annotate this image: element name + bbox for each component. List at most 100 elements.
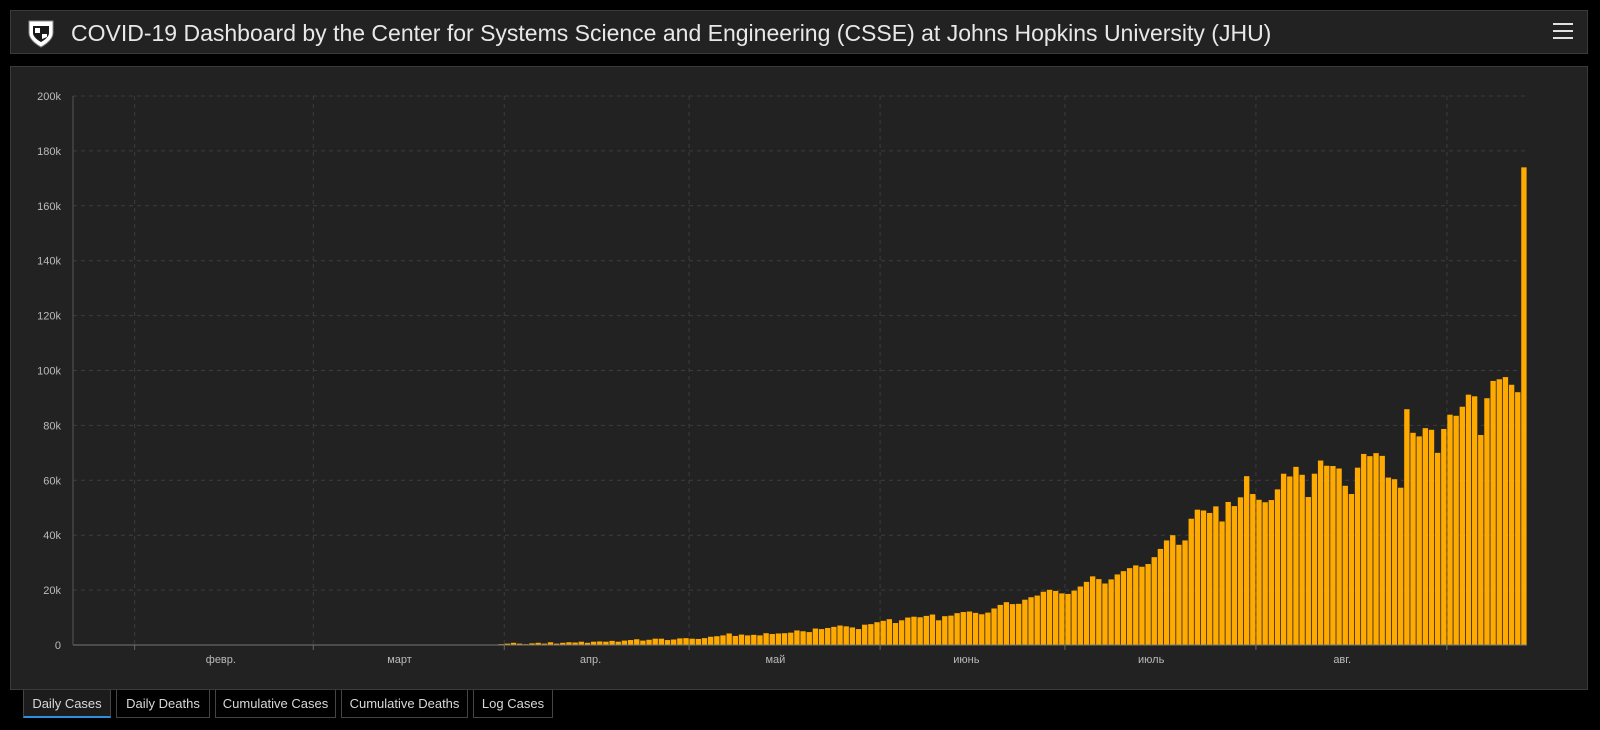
data-bar <box>942 616 948 645</box>
data-bar <box>1274 489 1281 645</box>
data-bar <box>1046 589 1053 645</box>
data-bar <box>1293 466 1299 645</box>
data-bar <box>1324 465 1330 645</box>
data-bar <box>979 614 985 645</box>
data-bar <box>769 634 775 645</box>
hamburger-menu-icon[interactable] <box>1553 23 1573 41</box>
data-bar <box>1305 497 1311 645</box>
data-bar <box>1157 548 1164 645</box>
tab-cumulative-deaths[interactable]: Cumulative Deaths <box>341 690 468 718</box>
tab-log-cases[interactable]: Log Cases <box>473 690 553 718</box>
data-bar <box>1416 436 1422 645</box>
data-bar <box>905 617 911 645</box>
data-bar <box>1133 565 1139 645</box>
data-bar <box>1213 506 1219 645</box>
data-bar <box>609 640 615 645</box>
data-bar <box>775 633 782 645</box>
x-tick-label: июль <box>1138 654 1165 666</box>
data-bar <box>917 617 923 645</box>
data-bar <box>812 628 819 645</box>
data-bar <box>627 640 634 645</box>
data-bar <box>1059 593 1065 645</box>
data-bar <box>1034 595 1040 645</box>
data-bar <box>1268 500 1274 645</box>
data-bar <box>578 641 584 645</box>
data-bar <box>1114 574 1120 645</box>
data-bar <box>726 633 732 645</box>
data-bar <box>504 643 511 645</box>
y-tick-label: 40k <box>43 530 61 542</box>
data-bar <box>1151 557 1157 645</box>
y-tick-label: 120k <box>37 311 61 323</box>
x-tick-label: апр. <box>580 654 601 666</box>
data-bar <box>1163 540 1170 645</box>
data-bar <box>898 620 905 645</box>
data-bar <box>1077 586 1084 645</box>
data-bar <box>997 604 1003 645</box>
data-bar <box>1219 521 1225 645</box>
data-bar <box>1471 396 1478 645</box>
data-bar <box>1459 406 1465 645</box>
data-bar <box>1373 453 1379 645</box>
data-bar <box>1145 564 1151 645</box>
app-header: COVID-19 Dashboard by the Center for Sys… <box>10 10 1588 54</box>
data-bar <box>695 638 702 645</box>
data-bar <box>985 612 991 645</box>
data-bar <box>1256 499 1262 645</box>
data-bar <box>1102 583 1108 645</box>
data-bar <box>1262 502 1268 645</box>
data-bar <box>1391 479 1398 645</box>
data-bar <box>1108 579 1114 645</box>
data-bar <box>1194 509 1201 645</box>
data-bar <box>677 638 683 645</box>
data-bar <box>1508 384 1515 645</box>
data-bar <box>1176 544 1182 645</box>
data-bar <box>689 638 695 645</box>
data-bar <box>720 635 726 645</box>
x-tick-label: авг. <box>1333 654 1351 666</box>
data-bar <box>529 643 535 645</box>
data-bar <box>1317 460 1324 645</box>
data-bar <box>923 615 929 645</box>
y-tick-label: 140k <box>37 256 61 268</box>
data-bar <box>1231 506 1238 645</box>
data-bar <box>547 642 554 645</box>
data-bar <box>1022 599 1028 645</box>
data-bar <box>781 633 788 645</box>
data-bar <box>1434 452 1441 645</box>
data-bar <box>794 630 800 645</box>
data-bar <box>560 642 566 645</box>
data-bar <box>966 611 973 645</box>
data-bar <box>738 634 745 645</box>
data-bar <box>960 612 966 645</box>
data-bar <box>664 640 671 645</box>
data-bar <box>1428 429 1435 645</box>
data-bar <box>1089 576 1096 645</box>
data-bar <box>572 642 578 645</box>
data-bar <box>1287 476 1293 645</box>
data-bar <box>880 620 886 645</box>
data-bar <box>1336 468 1342 645</box>
tab-cumulative-cases[interactable]: Cumulative Cases <box>215 690 336 718</box>
y-tick-label: 180k <box>37 146 61 158</box>
data-bar <box>1225 501 1231 645</box>
tab-daily-cases[interactable]: Daily Cases <box>23 690 111 718</box>
tab-daily-deaths[interactable]: Daily Deaths <box>116 690 210 718</box>
data-bar <box>1465 394 1472 645</box>
data-bar <box>646 639 652 645</box>
data-bar <box>652 638 658 645</box>
data-bar <box>1083 581 1090 645</box>
y-tick-label: 100k <box>37 366 61 378</box>
data-bar <box>671 639 677 645</box>
data-bar <box>1188 518 1194 645</box>
data-bar <box>1496 379 1502 645</box>
data-bar <box>597 641 603 645</box>
data-bar <box>886 619 893 645</box>
data-bar <box>862 624 868 645</box>
data-bar <box>1404 409 1410 645</box>
data-bar <box>516 643 523 645</box>
data-bar <box>788 632 794 645</box>
y-tick-label: 160k <box>37 201 61 213</box>
data-bar <box>868 624 874 645</box>
data-bar <box>510 642 517 645</box>
